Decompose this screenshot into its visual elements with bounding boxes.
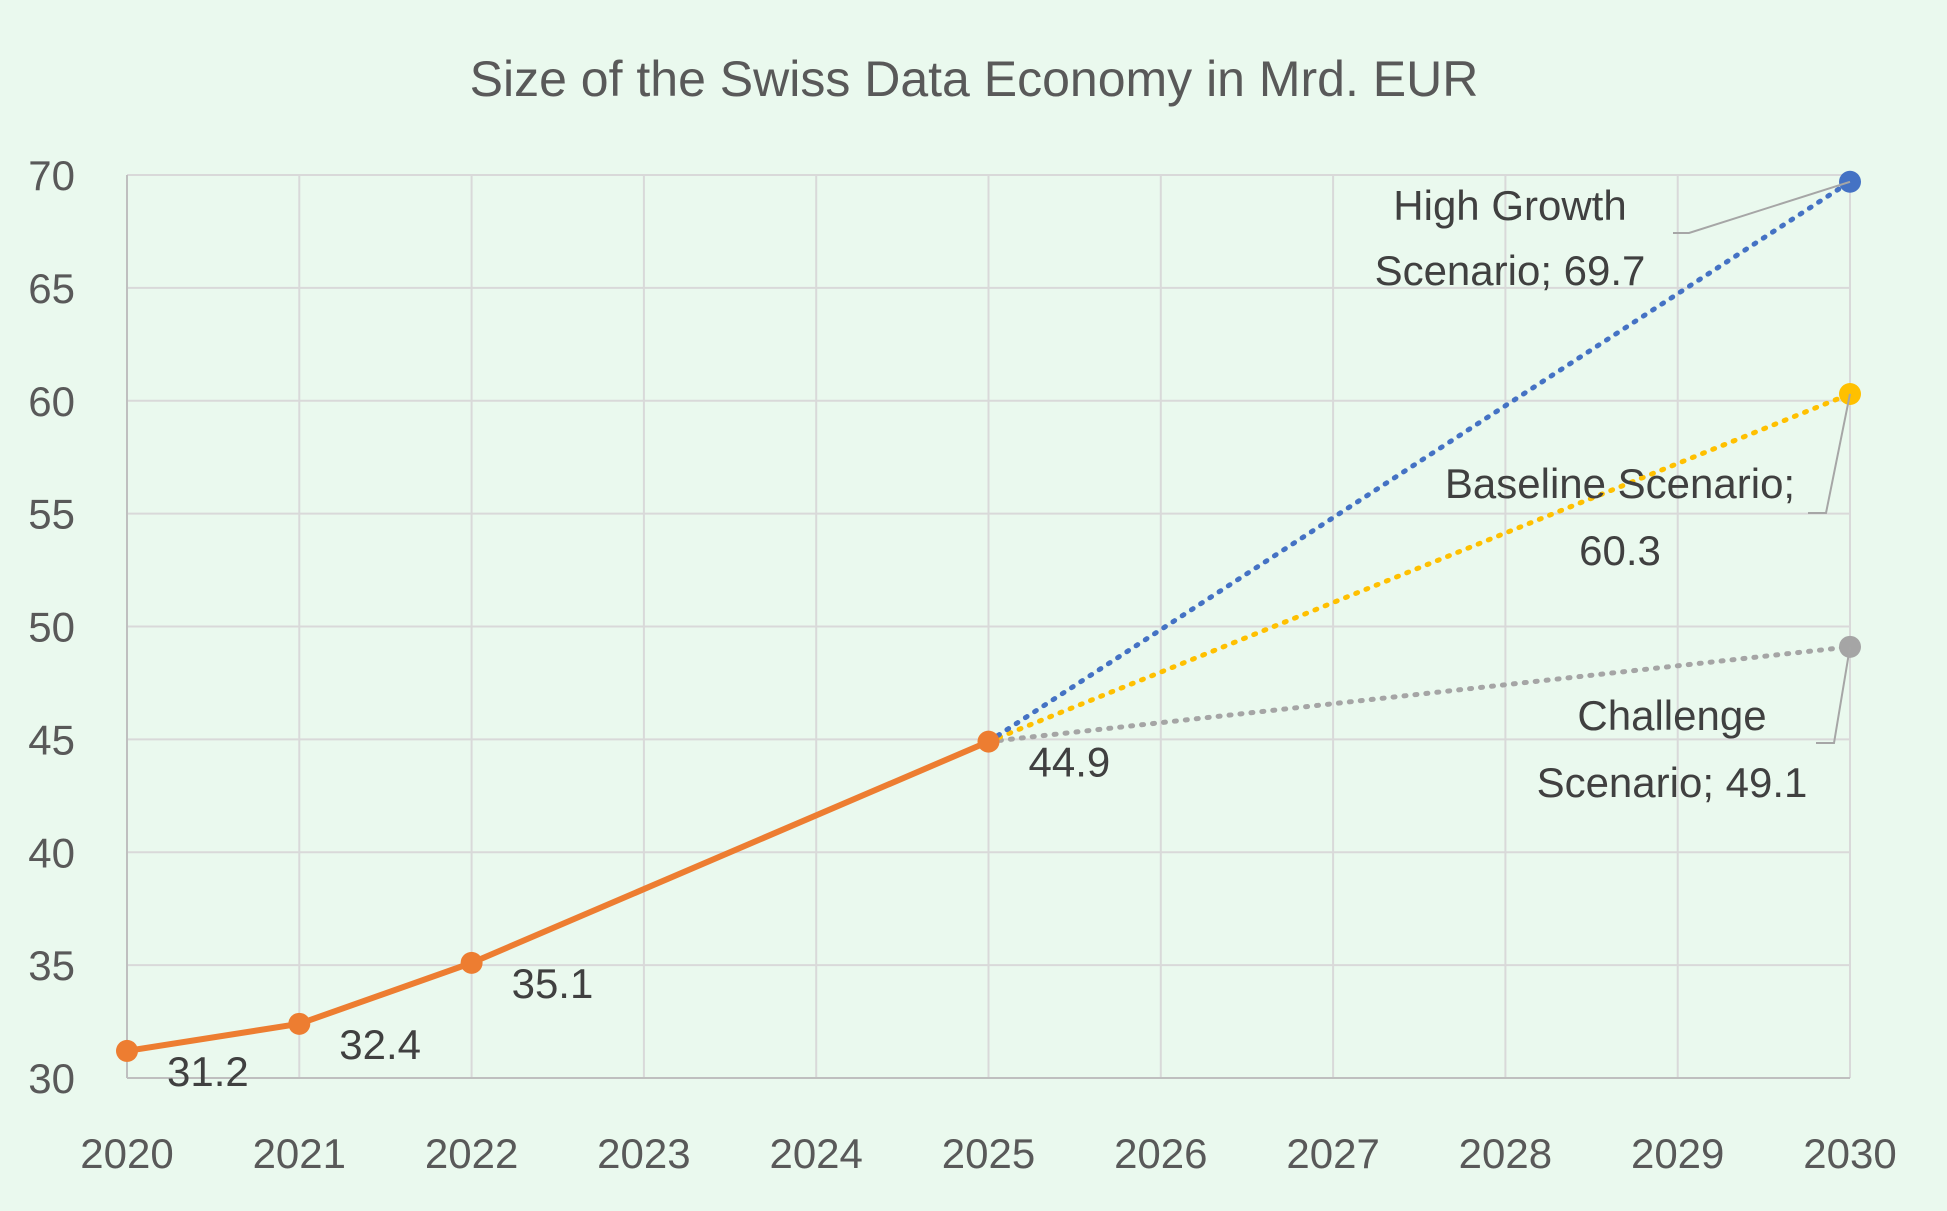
leader-line-baseline <box>1808 393 1851 514</box>
x-tick-label: 2023 <box>597 1130 690 1177</box>
y-tick-label: 50 <box>28 604 75 651</box>
scenario-label-challenge: Challenge <box>1577 692 1766 739</box>
x-tick-label: 2026 <box>1114 1130 1207 1177</box>
scenario-label-baseline: 60.3 <box>1579 527 1661 574</box>
y-tick-label: 70 <box>28 152 75 199</box>
scenario-label-high: Scenario; 69.7 <box>1375 247 1646 294</box>
leader-line-high <box>1673 180 1851 234</box>
leader-line-challenge <box>1816 646 1851 744</box>
series-line-baseline <box>986 391 1853 745</box>
tick-labels: 30 35 40 45 50 55 60 65 70 2020 2021 2022 2023 2024 20… <box>28 152 1896 1177</box>
data-point-historical <box>288 1012 311 1035</box>
x-tick-label: 2030 <box>1803 1130 1896 1177</box>
scenario-label-challenge: Scenario; 49.1 <box>1537 759 1808 806</box>
y-tick-label: 30 <box>28 1055 75 1102</box>
data-point-historical <box>977 730 1000 753</box>
data-labels: 31.2 32.4 35.1 44.9 High Growth Scenario; 69.… <box>167 180 1851 1095</box>
data-label-historical: 44.9 <box>1029 739 1111 786</box>
x-tick-label: 2021 <box>253 1130 346 1177</box>
x-tick-label: 2024 <box>769 1130 862 1177</box>
axes <box>126 175 1850 1079</box>
y-tick-label: 55 <box>28 491 75 538</box>
y-tick-label: 40 <box>28 829 75 876</box>
x-tick-label: 2029 <box>1631 1130 1724 1177</box>
x-tick-label: 2027 <box>1286 1130 1379 1177</box>
scenario-label-baseline: Baseline Scenario; <box>1445 460 1795 507</box>
data-point-historical <box>460 951 483 974</box>
series-line-historical <box>124 738 992 1054</box>
data-label-historical: 35.1 <box>512 960 594 1007</box>
y-tick-label: 60 <box>28 378 75 425</box>
y-tick-label: 45 <box>28 716 75 763</box>
data-label-historical: 31.2 <box>167 1048 249 1095</box>
scenario-label-high: High Growth <box>1393 182 1626 229</box>
data-label-historical: 32.4 <box>339 1021 421 1068</box>
chart-title: Size of the Swiss Data Economy in Mrd. E… <box>470 51 1479 107</box>
x-tick-label: 2022 <box>425 1130 518 1177</box>
y-tick-label: 35 <box>28 942 75 989</box>
x-tick-label: 2025 <box>942 1130 1035 1177</box>
x-tick-label: 2028 <box>1459 1130 1552 1177</box>
series-line-high <box>986 179 1853 745</box>
series-line-challenge <box>986 644 1853 745</box>
data-point-historical <box>116 1039 138 1062</box>
x-tick-label: 2020 <box>80 1130 173 1177</box>
y-tick-label: 65 <box>28 265 75 312</box>
